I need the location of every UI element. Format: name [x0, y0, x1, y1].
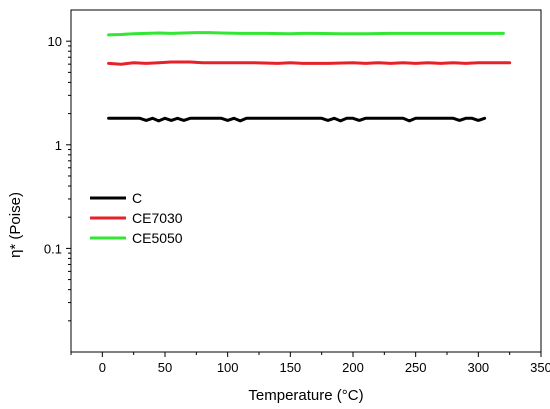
x-tick-label: 100 [217, 360, 239, 375]
axes [70, 9, 542, 353]
ticks: 0 50 100 150 200 250 300 350 0.1 1 10 [44, 34, 550, 375]
series-lines [107, 31, 512, 123]
x-tick-label: 300 [467, 360, 489, 375]
x-tick-label: 200 [342, 360, 364, 375]
series-line-c [107, 116, 487, 123]
series-line-ce7030 [107, 60, 512, 66]
x-tick-label: 250 [405, 360, 427, 375]
legend-label-ce7030: CE7030 [132, 210, 183, 226]
x-tick-label: 350 [530, 360, 550, 375]
y-tick-label: 0.1 [44, 241, 62, 256]
x-tick-label: 0 [99, 360, 106, 375]
y-tick-label: 1 [55, 138, 62, 153]
legend-label-ce5050: CE5050 [132, 230, 183, 246]
y-axis-label: η* (Poise) [7, 192, 24, 258]
y-tick-label: 10 [48, 34, 62, 49]
legend-label-c: C [132, 190, 142, 206]
x-tick-label: 50 [158, 360, 172, 375]
series-line-ce5050 [107, 31, 505, 37]
x-axis-label: Temperature (°C) [248, 387, 363, 404]
legend: C CE7030 CE5050 [90, 190, 183, 246]
x-tick-label: 150 [279, 360, 301, 375]
plot-frame [70, 9, 542, 353]
